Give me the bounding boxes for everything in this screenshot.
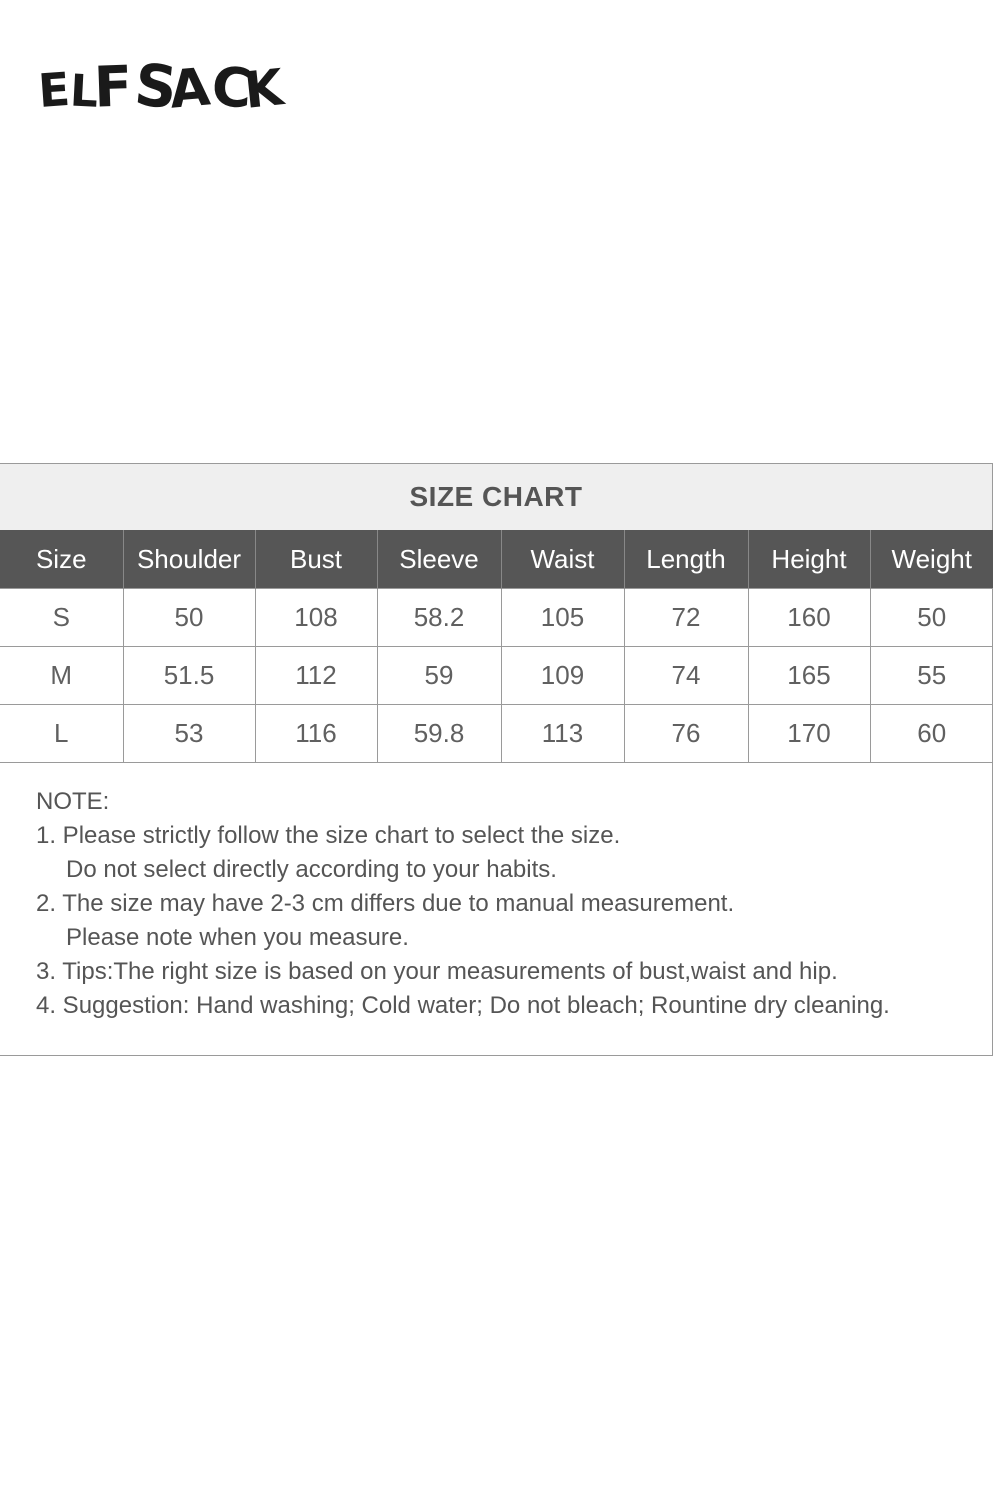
table-cell: M — [0, 646, 124, 705]
table-cell: 113 — [501, 704, 625, 762]
table-cell: 109 — [501, 646, 625, 705]
table-cell: 165 — [748, 646, 871, 705]
column-header: Shoulder — [123, 530, 256, 589]
size-chart: SIZE CHART Size Shoulder Bust Sleeve Wai… — [0, 463, 993, 1056]
table-cell: 170 — [748, 704, 871, 762]
column-header: Waist — [501, 530, 625, 589]
table-cell: 59.8 — [377, 704, 502, 762]
table-cell: 105 — [501, 588, 625, 647]
size-table: Size Shoulder Bust Sleeve Waist Length H… — [0, 530, 993, 762]
table-cell: 74 — [624, 646, 749, 705]
table-cell: 160 — [748, 588, 871, 647]
note-line: 3. Tips:The right size is based on your … — [36, 958, 838, 985]
column-header: Weight — [870, 530, 993, 589]
table-cell: 108 — [255, 588, 378, 647]
table-row: S 50 108 58.2 105 72 160 50 — [0, 588, 993, 647]
brand-logo: ELFSACK — [36, 46, 285, 123]
note-line: 4. Suggestion: Hand washing; Cold water;… — [36, 992, 890, 1019]
table-cell: 60 — [870, 704, 993, 762]
table-cell: 59 — [377, 646, 502, 705]
table-cell: 55 — [870, 646, 993, 705]
column-header: Bust — [255, 530, 378, 589]
table-cell: 50 — [870, 588, 993, 647]
table-cell: 58.2 — [377, 588, 502, 647]
column-header: Sleeve — [377, 530, 502, 589]
column-header: Height — [748, 530, 871, 589]
column-header: Length — [624, 530, 749, 589]
table-cell: 51.5 — [123, 646, 256, 705]
brand-logo-text: ELFSACK — [36, 50, 285, 123]
table-cell: 50 — [123, 588, 256, 647]
notes-heading: NOTE: — [36, 788, 110, 815]
table-cell: 112 — [255, 646, 378, 705]
column-header: Size — [0, 530, 124, 589]
notes-section: NOTE: 1. Please strictly follow the size… — [0, 762, 992, 1055]
table-cell: 76 — [624, 704, 749, 762]
table-header-row: Size Shoulder Bust Sleeve Waist Length H… — [0, 530, 993, 589]
note-line: Do not select directly according to your… — [66, 856, 557, 883]
table-cell: 53 — [123, 704, 256, 762]
table-cell: 72 — [624, 588, 749, 647]
note-line: 1. Please strictly follow the size chart… — [36, 822, 621, 849]
size-chart-title: SIZE CHART — [0, 464, 992, 530]
table-row: M 51.5 112 59 109 74 165 55 — [0, 646, 993, 705]
table-cell: S — [0, 588, 124, 647]
note-line: Please note when you measure. — [66, 924, 409, 951]
table-row: L 53 116 59.8 113 76 170 60 — [0, 704, 993, 762]
note-line: 2. The size may have 2-3 cm differs due … — [36, 890, 735, 917]
table-cell: L — [0, 704, 124, 762]
table-cell: 116 — [255, 704, 378, 762]
